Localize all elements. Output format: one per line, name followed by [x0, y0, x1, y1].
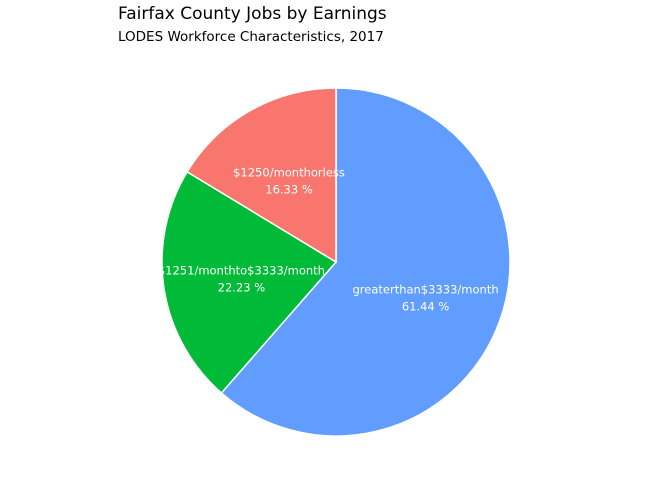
- chart-title: Fairfax County Jobs by Earnings: [118, 4, 387, 24]
- slice-value-label: 16.33 %: [265, 183, 313, 197]
- chart-subtitle: LODES Workforce Characteristics, 2017: [118, 29, 384, 45]
- slice-name-label: $1250/monthorless: [233, 166, 345, 180]
- pie-slice: [186, 87, 337, 264]
- slice-value-label: 22.23 %: [218, 281, 266, 295]
- slice-value-label: 61.44 %: [402, 300, 450, 314]
- slice-name-label: $1251/monthto$3333/month: [158, 264, 325, 278]
- pie-slice: [220, 87, 511, 437]
- slice-name-label: greaterthan$3333/month: [353, 283, 499, 297]
- pie-slice: [161, 170, 338, 395]
